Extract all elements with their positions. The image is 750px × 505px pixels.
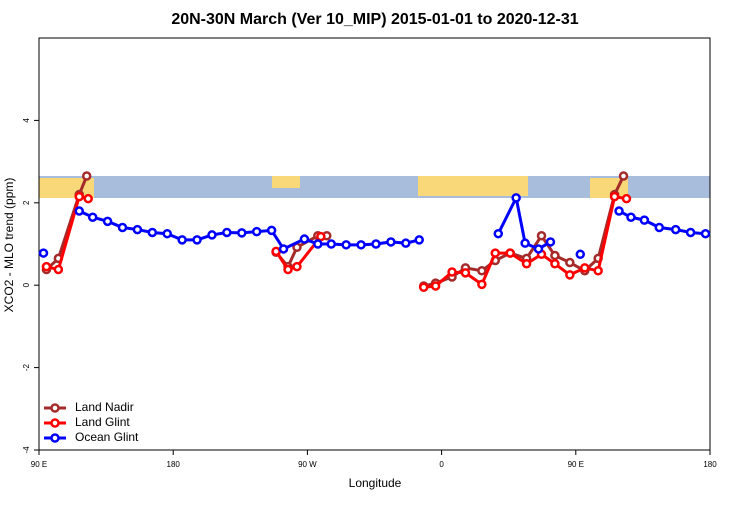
data-point <box>313 239 323 249</box>
data-point <box>271 246 281 257</box>
x-tick-label: 0 <box>439 460 444 469</box>
data-point <box>460 268 471 278</box>
data-point <box>670 224 681 235</box>
data-point <box>565 270 575 280</box>
x-tick-label: 90 E <box>568 460 584 469</box>
data-point <box>237 228 247 238</box>
data-point <box>414 235 424 245</box>
data-point <box>626 212 636 222</box>
data-point <box>639 215 650 225</box>
data-point <box>74 191 85 202</box>
data-point <box>477 279 487 290</box>
data-point <box>83 193 93 204</box>
data-point <box>493 228 504 239</box>
data-point <box>87 212 98 222</box>
legend-marker <box>50 418 60 428</box>
data-point <box>533 244 544 254</box>
data-point <box>74 206 85 216</box>
data-point <box>162 228 172 239</box>
legend-marker <box>50 403 60 413</box>
data-point <box>520 238 530 248</box>
y-tick-label: -2 <box>22 363 31 371</box>
data-point <box>593 266 603 276</box>
data-point <box>685 227 696 238</box>
data-point <box>579 263 590 273</box>
data-point <box>299 234 310 244</box>
data-point <box>536 231 547 241</box>
x-tick-label: 180 <box>703 460 717 469</box>
data-point <box>147 227 158 238</box>
data-point <box>621 193 632 204</box>
data-point <box>447 267 457 277</box>
x-tick-label: 180 <box>167 460 181 469</box>
data-point <box>550 250 560 261</box>
data-point <box>341 240 351 250</box>
data-point <box>490 248 501 258</box>
data-point <box>53 264 64 275</box>
data-point <box>326 239 337 249</box>
data-point <box>575 249 586 260</box>
data-point <box>251 226 262 237</box>
data-point <box>609 191 620 202</box>
data-point <box>102 216 113 227</box>
x-tick-label: 90 E <box>31 460 47 469</box>
data-point <box>386 237 396 247</box>
data-point <box>266 225 277 236</box>
data-point <box>177 235 187 245</box>
y-tick-label: 2 <box>22 200 31 205</box>
data-point <box>132 224 143 235</box>
x-axis-label: Longitude <box>349 476 402 490</box>
data-point <box>192 235 202 245</box>
data-point <box>618 171 629 181</box>
data-point <box>401 238 411 248</box>
data-point <box>283 264 293 275</box>
data-point <box>117 222 128 233</box>
series-line <box>78 209 420 251</box>
data-point <box>521 259 532 269</box>
data-point <box>550 259 560 269</box>
data-point <box>356 240 366 250</box>
data-point <box>614 206 624 216</box>
legend-label: Ocean Glint <box>75 430 139 444</box>
data-point <box>207 230 217 240</box>
data-point <box>371 239 381 249</box>
data-point <box>278 244 289 254</box>
data-point <box>511 193 521 203</box>
data-point <box>222 227 232 238</box>
data-point <box>292 261 302 272</box>
map-strip <box>39 176 710 198</box>
legend-label: Land Nadir <box>75 400 134 414</box>
data-point <box>430 281 441 291</box>
data-point <box>700 228 711 239</box>
data-point <box>38 248 49 258</box>
data-point <box>565 257 575 268</box>
data-point <box>41 261 52 272</box>
legend-marker <box>50 433 60 443</box>
data-point <box>81 171 92 181</box>
data-point <box>654 222 665 233</box>
y-tick-label: -4 <box>22 446 31 454</box>
x-tick-label: 90 W <box>298 460 317 469</box>
data-point <box>418 282 429 293</box>
plot-frame <box>38 37 711 451</box>
y-tick-label: 0 <box>22 282 31 287</box>
data-point <box>316 231 326 242</box>
y-tick-label: 4 <box>22 118 31 123</box>
data-point <box>477 266 487 276</box>
chart-title: 20N-30N March (Ver 10_MIP) 2015-01-01 to… <box>171 11 578 28</box>
legend-label: Land Glint <box>75 415 130 429</box>
series-line <box>45 175 89 271</box>
y-axis-label: XCO2 - MLO trend (ppm) <box>2 178 16 313</box>
data-point <box>505 248 515 258</box>
data-point <box>545 237 556 247</box>
